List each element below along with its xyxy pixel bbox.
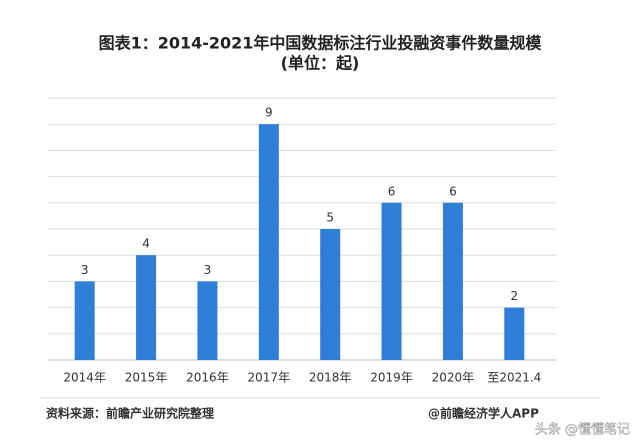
data-label: 6	[449, 184, 457, 198]
data-label: 4	[142, 237, 150, 251]
data-label: 6	[388, 184, 396, 198]
data-label: 3	[204, 263, 212, 277]
watermark: 头条 @懂懂笔记	[535, 422, 630, 438]
bar	[320, 229, 341, 360]
source: 资料来源：前瞻产业研究院整理	[46, 406, 214, 421]
chart-title: 图表1：2014-2021年中国数据标注行业投融资事件数量规模	[99, 34, 543, 53]
data-label: 2	[510, 289, 518, 303]
x-tick-label: 2017年	[248, 371, 291, 385]
data-label: 5	[326, 211, 334, 225]
x-tick-label: 2015年	[125, 371, 168, 385]
bar	[381, 202, 402, 360]
bar	[136, 255, 157, 360]
data-label: 9	[265, 106, 273, 120]
chart-subtitle: (单位：起)	[281, 54, 360, 73]
x-tick-label: 2018年	[309, 371, 352, 385]
x-tick-label: 2014年	[63, 371, 106, 385]
bar	[258, 124, 279, 360]
x-tick-label: 至2021.4	[487, 371, 541, 385]
x-tick-label: 2016年	[186, 371, 229, 385]
bar	[74, 281, 95, 360]
x-tick-label: 2019年	[370, 371, 413, 385]
x-tick-label: 2020年	[432, 371, 475, 385]
bar	[504, 307, 525, 360]
bar	[442, 202, 463, 360]
data-label: 3	[81, 263, 89, 277]
credit: @前瞻经济学人APP	[428, 406, 539, 421]
bar	[197, 281, 218, 360]
